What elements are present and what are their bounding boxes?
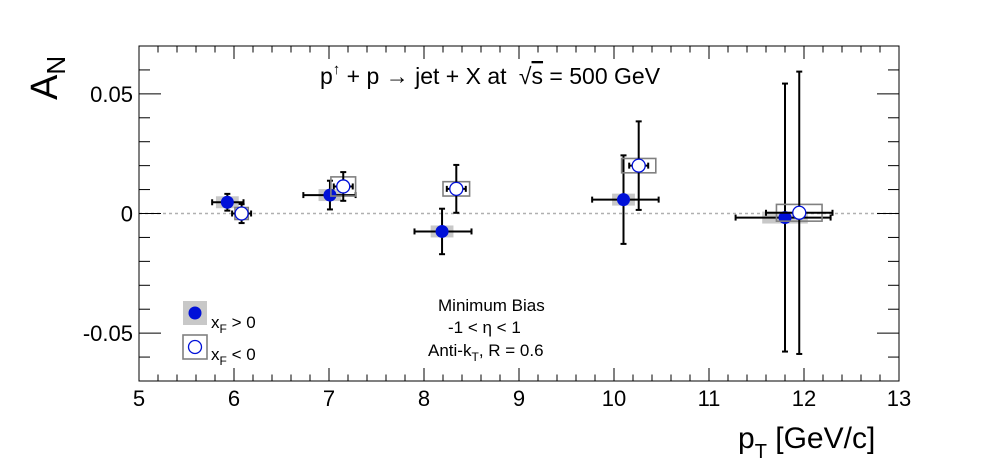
data-marks [211, 70, 834, 355]
axis-ticks [138, 45, 900, 382]
data-point [435, 224, 449, 238]
data-point [323, 188, 337, 202]
y-tick-label: -0.05 [83, 321, 133, 346]
legend-marker-xf-positive [188, 306, 202, 320]
legend-label-xf-negative: xF < 0 [211, 345, 256, 368]
legend-label-xf-positive: xF > 0 [211, 313, 256, 336]
series-xf-positive [211, 82, 832, 353]
x-tick-label: 12 [792, 386, 816, 411]
data-point [336, 179, 351, 194]
data-point [449, 181, 464, 197]
x-tick-label: 5 [133, 386, 145, 411]
x-tick-label: 7 [323, 386, 335, 411]
x-tick-label: 10 [602, 386, 626, 411]
annotation-jet-algorithm: Anti-kT, R = 0.6 [428, 341, 544, 364]
data-point [792, 205, 807, 220]
annotation-minimum-bias: Minimum Bias [438, 296, 545, 315]
legend: xF > 0 xF < 0 [182, 301, 256, 368]
x-tick-label: 13 [887, 386, 911, 411]
tick-labels: 5 6 7 8 9 10 11 12 13 0.05 0 -0.05 [83, 82, 911, 411]
data-point [234, 206, 249, 221]
x-tick-label: 6 [228, 386, 240, 411]
y-tick-label: 0 [121, 202, 133, 227]
data-point [631, 158, 646, 173]
data-point [617, 193, 630, 207]
series-xf-negative [231, 70, 834, 355]
x-tick-label: 9 [513, 386, 525, 411]
legend-swatch-xf-negative [182, 334, 208, 360]
annotation-eta-range: -1 < η < 1 [448, 318, 521, 337]
data-point [220, 195, 234, 209]
x-tick-label: 11 [698, 386, 721, 411]
y-tick-label: 0.05 [90, 82, 133, 107]
y-axis-title: AN [24, 56, 71, 100]
legend-marker-xf-negative [187, 339, 203, 355]
x-axis-title: pT [GeV/c] [738, 422, 875, 463]
chart-title: p↑ + p → jet + X at √s = 500 GeV [320, 61, 661, 89]
x-tick-label: 8 [418, 386, 430, 411]
